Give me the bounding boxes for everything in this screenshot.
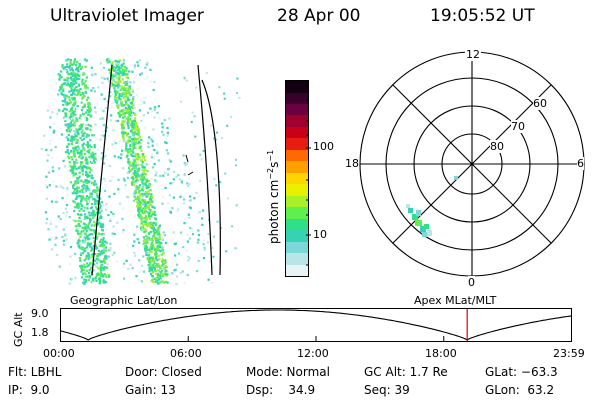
colorbar-band [286, 241, 308, 254]
colorbar-band [286, 103, 308, 116]
mlt-label-6: 6 [577, 157, 584, 170]
alt-ymax-label: 9.0 [31, 307, 49, 320]
color-scale-bar [285, 80, 309, 277]
time-tick-0600: 06:00 [170, 347, 202, 360]
status-gain: Gain: 13 [125, 383, 176, 397]
geo-grid-line [91, 64, 113, 276]
colorbar-band [286, 264, 308, 276]
status-ip: IP: 9.0 [8, 383, 50, 397]
colorbar-band [286, 184, 308, 196]
mlat-label-80: 80 [490, 140, 504, 153]
alt-ymin-label: 1.8 [31, 326, 49, 339]
colorbar-band [286, 218, 308, 231]
colorbar-tick-10: 10 [313, 228, 327, 241]
geographic-image-panel [40, 58, 241, 286]
geo-grid-tick [187, 171, 194, 176]
altitude-curve [60, 309, 572, 341]
time-tick-2359: 23:59 [553, 347, 585, 360]
mlt-label-12: 12 [465, 48, 481, 61]
colorbar-unit-label: photon cm−2s−1 [266, 149, 281, 244]
colorbar-band [286, 81, 308, 93]
time-tick-1800: 18:00 [425, 347, 457, 360]
mlat-label-70: 70 [511, 120, 525, 133]
colorbar-band [286, 161, 308, 173]
geo-grid-tick [185, 154, 189, 163]
instrument-title: Ultraviolet Imager [50, 6, 204, 26]
colorbar-band [286, 149, 308, 162]
status-door: Door: Closed [125, 365, 202, 379]
time-label: 19:05:52 UT [430, 6, 535, 26]
geo-grid-line [201, 79, 221, 276]
alt-axis-label: GC Alt [12, 312, 25, 347]
colorbar-band [286, 138, 308, 150]
geo-grid-caption: Geographic Lat/Lon [70, 294, 178, 307]
status-gc-alt: GC Alt: 1.7 Re [364, 365, 448, 379]
colorbar-band [286, 115, 308, 127]
status-glon: GLon: 63.2 [485, 383, 555, 397]
auroral-emission-speckle [40, 58, 241, 286]
time-tick-1200: 12:00 [297, 347, 329, 360]
mlt-label-0: 0 [468, 276, 475, 289]
time-tick-0000: 00:00 [43, 347, 75, 360]
colorbar-band [286, 126, 308, 139]
status-filter: Flt: LBHL [8, 365, 62, 379]
colorbar-band [286, 207, 308, 219]
colorbar-band [286, 230, 308, 242]
colorbar-tick-100: 100 [313, 140, 334, 153]
alt-frame [60, 308, 572, 342]
mlat-label-60: 60 [533, 97, 547, 110]
color-scale-ticks [306, 99, 311, 266]
auroral-spot [406, 176, 458, 237]
status-mode: Mode: Normal [246, 365, 330, 379]
status-seq: Seq: 39 [364, 383, 410, 397]
colorbar-band [286, 172, 308, 185]
apex-grid-caption: Apex MLat/MLT [414, 294, 497, 307]
geo-grid-line [197, 64, 213, 276]
polar-mlat-mlt-plot [359, 51, 585, 277]
status-dsp: Dsp: 34.9 [246, 383, 316, 397]
colorbar-band [286, 92, 308, 104]
colorbar-band [286, 253, 308, 265]
colorbar-band [286, 195, 308, 208]
status-glat: GLat: −63.3 [485, 365, 558, 379]
altitude-strip-chart [60, 308, 572, 342]
mlt-label-18: 18 [345, 157, 359, 170]
date-label: 28 Apr 00 [277, 6, 361, 26]
